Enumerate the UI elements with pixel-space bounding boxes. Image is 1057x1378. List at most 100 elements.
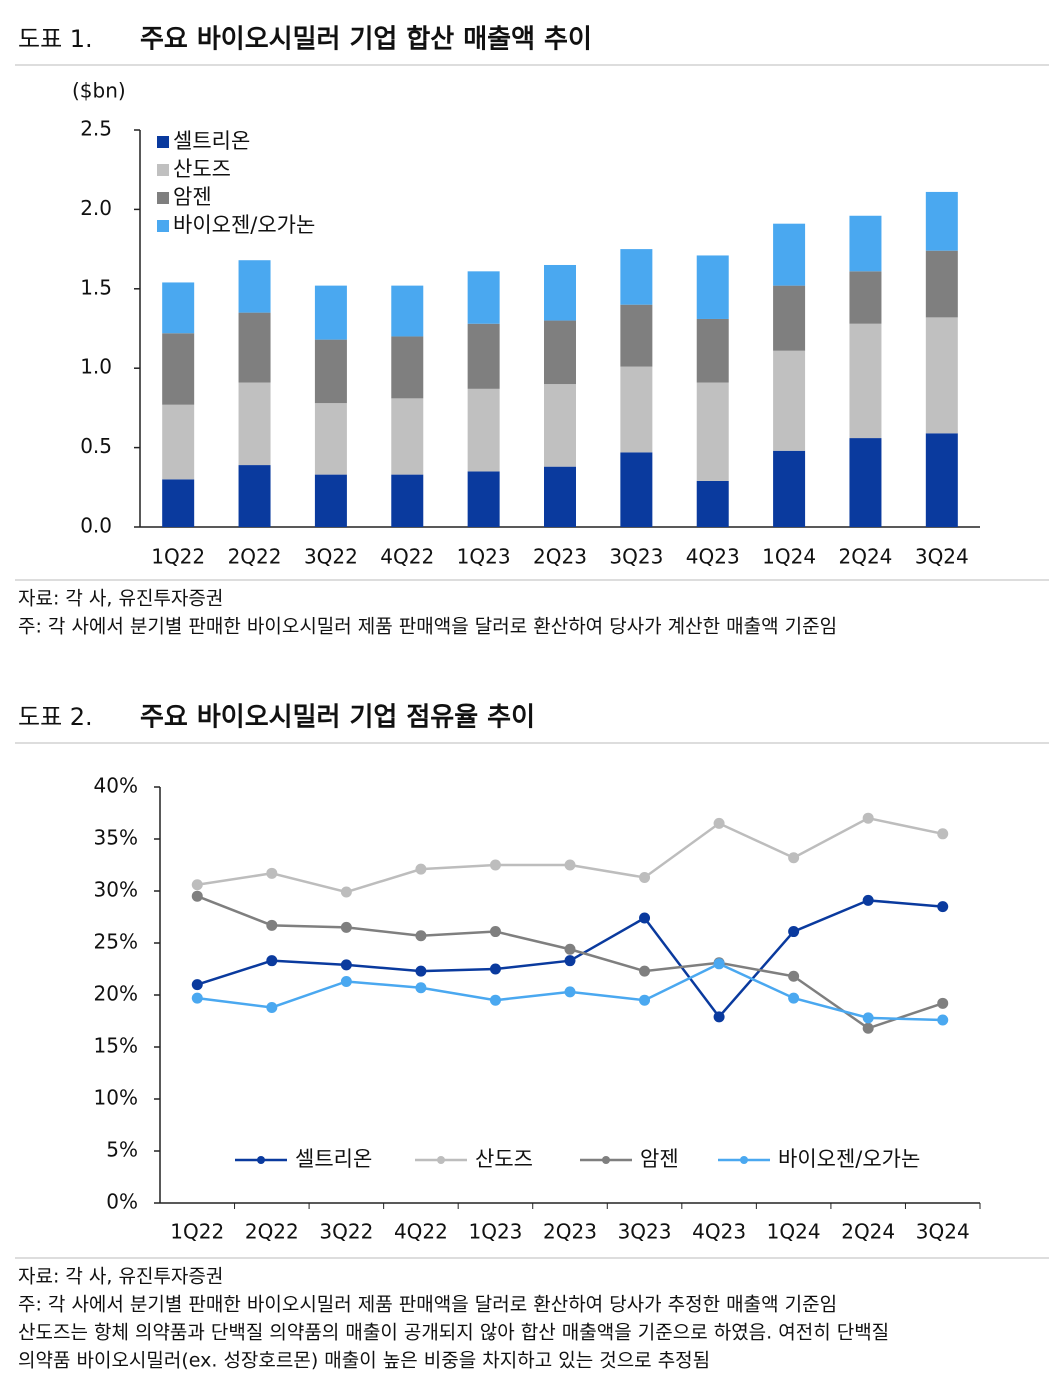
bar-segment bbox=[314, 403, 347, 475]
note: 주: 각 사에서 분기별 판매한 바이오시밀러 제품 판매액을 달러로 환산하여… bbox=[18, 1294, 837, 1316]
bar-segment bbox=[544, 264, 576, 321]
point bbox=[415, 965, 427, 977]
bar-segment bbox=[696, 480, 729, 527]
point bbox=[713, 958, 725, 970]
point bbox=[489, 994, 501, 1006]
source: 자료: 각 사, 유진투자증권 bbox=[18, 588, 223, 610]
bar-segment bbox=[238, 382, 271, 466]
point bbox=[564, 943, 576, 955]
point bbox=[340, 921, 352, 933]
x-tick-label: 2Q22 bbox=[245, 1220, 299, 1244]
point bbox=[862, 1022, 874, 1034]
y-tick-label: 40% bbox=[94, 774, 138, 798]
bar-segment bbox=[162, 282, 195, 334]
note: 산도즈는 항체 의약품과 단백질 의약품의 매출이 공개되지 않아 합산 매출액… bbox=[18, 1322, 889, 1344]
bar-segment bbox=[162, 333, 195, 405]
bar-segment bbox=[773, 450, 806, 527]
note: 의약품 바이오시밀러(ex. 성장호르몬) 매출이 높은 비중을 차지하고 있는… bbox=[18, 1350, 710, 1372]
point bbox=[191, 879, 203, 891]
point bbox=[937, 997, 949, 1009]
legend-dot bbox=[437, 1156, 445, 1164]
bar-segment bbox=[925, 317, 958, 434]
point bbox=[862, 812, 874, 824]
x-tick-label: 2Q22 bbox=[228, 545, 282, 569]
y-tick-label: 2.0 bbox=[80, 196, 112, 220]
point bbox=[266, 919, 278, 931]
point bbox=[564, 955, 576, 967]
point bbox=[564, 859, 576, 871]
y-tick-label: 20% bbox=[94, 982, 138, 1006]
bar-segment bbox=[696, 318, 729, 383]
point bbox=[564, 986, 576, 998]
source: 자료: 각 사, 유진투자증권 bbox=[18, 1266, 223, 1288]
bar-segment bbox=[925, 433, 958, 527]
point bbox=[639, 994, 651, 1006]
point bbox=[788, 970, 800, 982]
point bbox=[415, 863, 427, 875]
point bbox=[489, 926, 501, 938]
legend-label: 산도즈 bbox=[475, 1147, 533, 1171]
legend-label: 암젠 bbox=[640, 1147, 679, 1171]
bar-segment bbox=[620, 452, 653, 527]
bar-segment bbox=[238, 465, 271, 527]
bar-segment bbox=[849, 323, 882, 439]
bar-segment bbox=[925, 250, 958, 318]
point bbox=[788, 992, 800, 1004]
legend-swatch bbox=[157, 136, 169, 148]
legend-swatch bbox=[157, 164, 169, 176]
legend-swatch bbox=[157, 192, 169, 204]
legend-dot bbox=[740, 1156, 748, 1164]
y-tick-label: 30% bbox=[94, 878, 138, 902]
point bbox=[713, 1011, 725, 1023]
point bbox=[191, 992, 203, 1004]
bar-segment bbox=[467, 271, 500, 324]
bar-segment bbox=[467, 471, 500, 527]
x-tick-label: 2Q23 bbox=[543, 1220, 597, 1244]
point bbox=[937, 1014, 949, 1026]
y-tick-label: 0.0 bbox=[80, 514, 112, 538]
bar-segment bbox=[849, 438, 882, 527]
point bbox=[639, 965, 651, 977]
bar-segment bbox=[162, 479, 195, 527]
bar-segment bbox=[391, 474, 424, 527]
bar-segment bbox=[238, 260, 271, 313]
point bbox=[340, 975, 352, 987]
bar-segment bbox=[620, 366, 653, 453]
bar-segment bbox=[162, 404, 195, 480]
x-tick-label: 4Q23 bbox=[686, 545, 740, 569]
legend-dot bbox=[257, 1156, 265, 1164]
x-tick-label: 3Q22 bbox=[304, 545, 358, 569]
series-line bbox=[197, 816, 943, 894]
y-axis-label: ($bn) bbox=[72, 79, 126, 103]
bar-segment bbox=[773, 350, 806, 451]
figure-label: 도표 1. bbox=[18, 25, 93, 53]
note: 주: 각 사에서 분기별 판매한 바이오시밀러 제품 판매액을 달러로 환산하여… bbox=[18, 616, 837, 638]
x-tick-label: 3Q22 bbox=[319, 1220, 373, 1244]
point bbox=[639, 871, 651, 883]
x-tick-label: 3Q23 bbox=[618, 1220, 672, 1244]
point bbox=[266, 1001, 278, 1013]
point bbox=[489, 963, 501, 975]
figure-title: 주요 바이오시밀러 기업 점유율 추이 bbox=[140, 703, 535, 733]
point bbox=[862, 1012, 874, 1024]
y-tick-label: 5% bbox=[106, 1138, 138, 1162]
x-tick-label: 2Q23 bbox=[533, 545, 587, 569]
bar-segment bbox=[391, 398, 424, 475]
bar-segment bbox=[620, 304, 653, 367]
point bbox=[340, 886, 352, 898]
bar-segment bbox=[238, 312, 271, 383]
x-tick-label: 1Q23 bbox=[468, 1220, 522, 1244]
y-tick-label: 1.0 bbox=[80, 355, 112, 379]
point bbox=[191, 890, 203, 902]
legend-label: 산도즈 bbox=[173, 157, 231, 181]
point bbox=[862, 894, 874, 906]
y-tick-label: 2.5 bbox=[80, 117, 112, 141]
point bbox=[266, 955, 278, 967]
legend-label: 셀트리온 bbox=[295, 1147, 372, 1171]
x-tick-label: 4Q22 bbox=[380, 545, 434, 569]
x-tick-label: 3Q24 bbox=[915, 545, 969, 569]
x-tick-label: 1Q23 bbox=[457, 545, 511, 569]
x-tick-label: 2Q24 bbox=[841, 1220, 895, 1244]
point bbox=[191, 979, 203, 991]
bar-segment bbox=[391, 285, 424, 337]
